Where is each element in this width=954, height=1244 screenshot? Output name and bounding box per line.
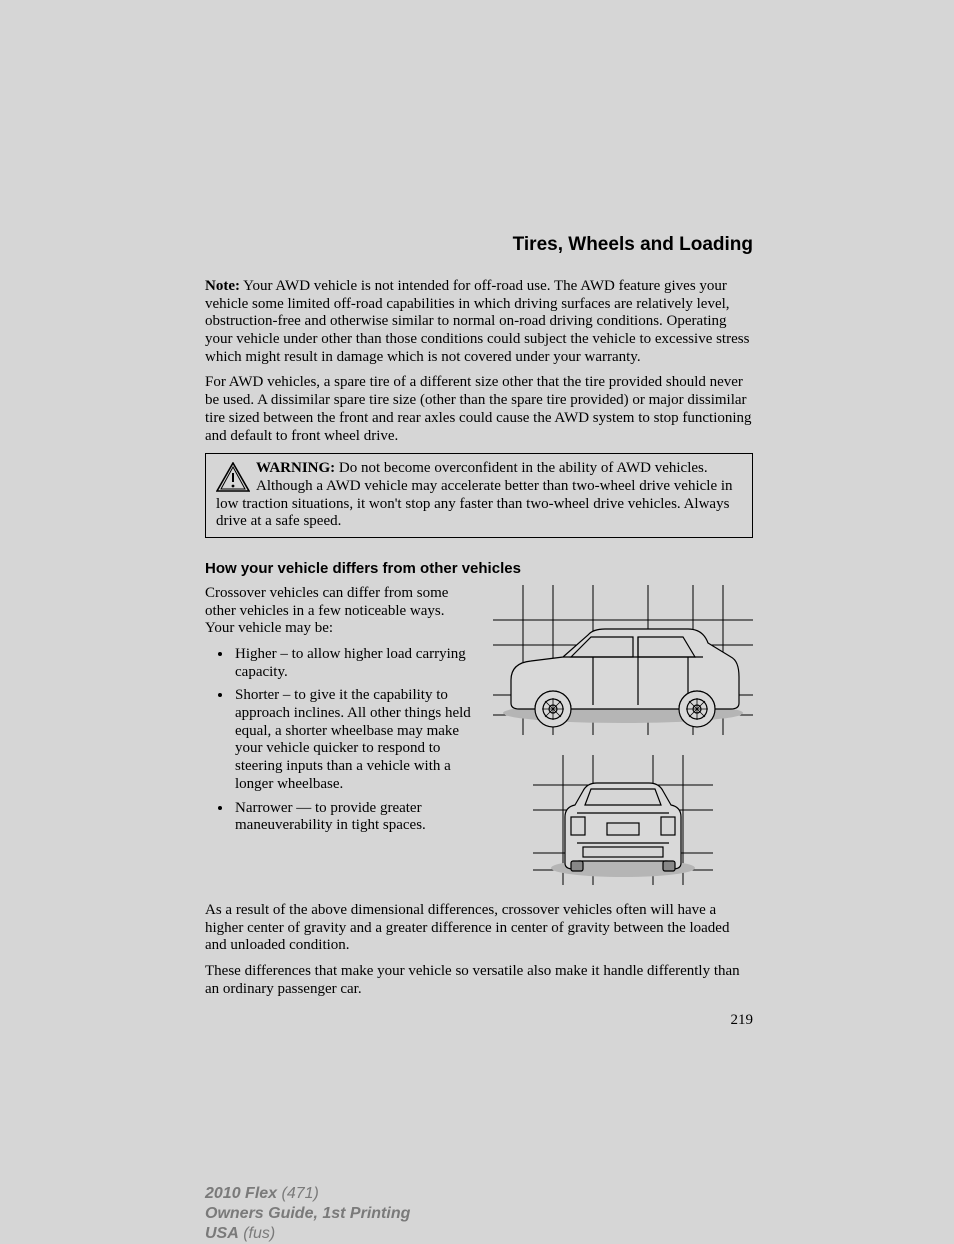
warning-label: WARNING:: [256, 460, 335, 476]
footer-line-3: USA (fus): [205, 1224, 410, 1244]
note-text: Your AWD vehicle is not intended for off…: [205, 278, 749, 365]
two-column-section: Crossover vehicles can differ from some …: [205, 585, 753, 890]
section-title: Tires, Wheels and Loading: [205, 234, 753, 256]
footer: 2010 Flex (471) Owners Guide, 1st Printi…: [205, 1184, 410, 1244]
footer-code: (471): [277, 1185, 319, 1202]
footer-region-code: (fus): [239, 1225, 275, 1242]
differences-paragraph: These differences that make your vehicle…: [205, 963, 753, 998]
spare-tire-paragraph: For AWD vehicles, a spare tire of a diff…: [205, 374, 753, 445]
warning-triangle-icon: [216, 462, 250, 492]
bullet-list: Higher – to allow higher load carrying c…: [205, 646, 475, 835]
vehicle-dimension-diagram: [493, 585, 753, 885]
footer-region: USA: [205, 1225, 239, 1242]
list-item: Higher – to allow higher load carrying c…: [233, 646, 475, 681]
page-content: Tires, Wheels and Loading Note: Your AWD…: [205, 234, 753, 1029]
footer-line-2: Owners Guide, 1st Printing: [205, 1204, 410, 1224]
note-label: Note:: [205, 278, 240, 294]
page-number: 219: [205, 1012, 753, 1029]
warning-box: WARNING: Do not become overconfident in …: [205, 453, 753, 538]
note-paragraph: Note: Your AWD vehicle is not intended f…: [205, 278, 753, 366]
figure-column: [493, 585, 753, 890]
sub-heading: How your vehicle differs from other vehi…: [205, 560, 753, 577]
footer-line-1: 2010 Flex (471): [205, 1184, 410, 1204]
result-paragraph: As a result of the above dimensional dif…: [205, 902, 753, 955]
list-item: Narrower — to provide greater maneuverab…: [233, 800, 475, 835]
footer-model: 2010 Flex: [205, 1185, 277, 1202]
intro-text: Crossover vehicles can differ from some …: [205, 585, 475, 638]
text-column: Crossover vehicles can differ from some …: [205, 585, 475, 890]
list-item: Shorter – to give it the capability to a…: [233, 687, 475, 793]
